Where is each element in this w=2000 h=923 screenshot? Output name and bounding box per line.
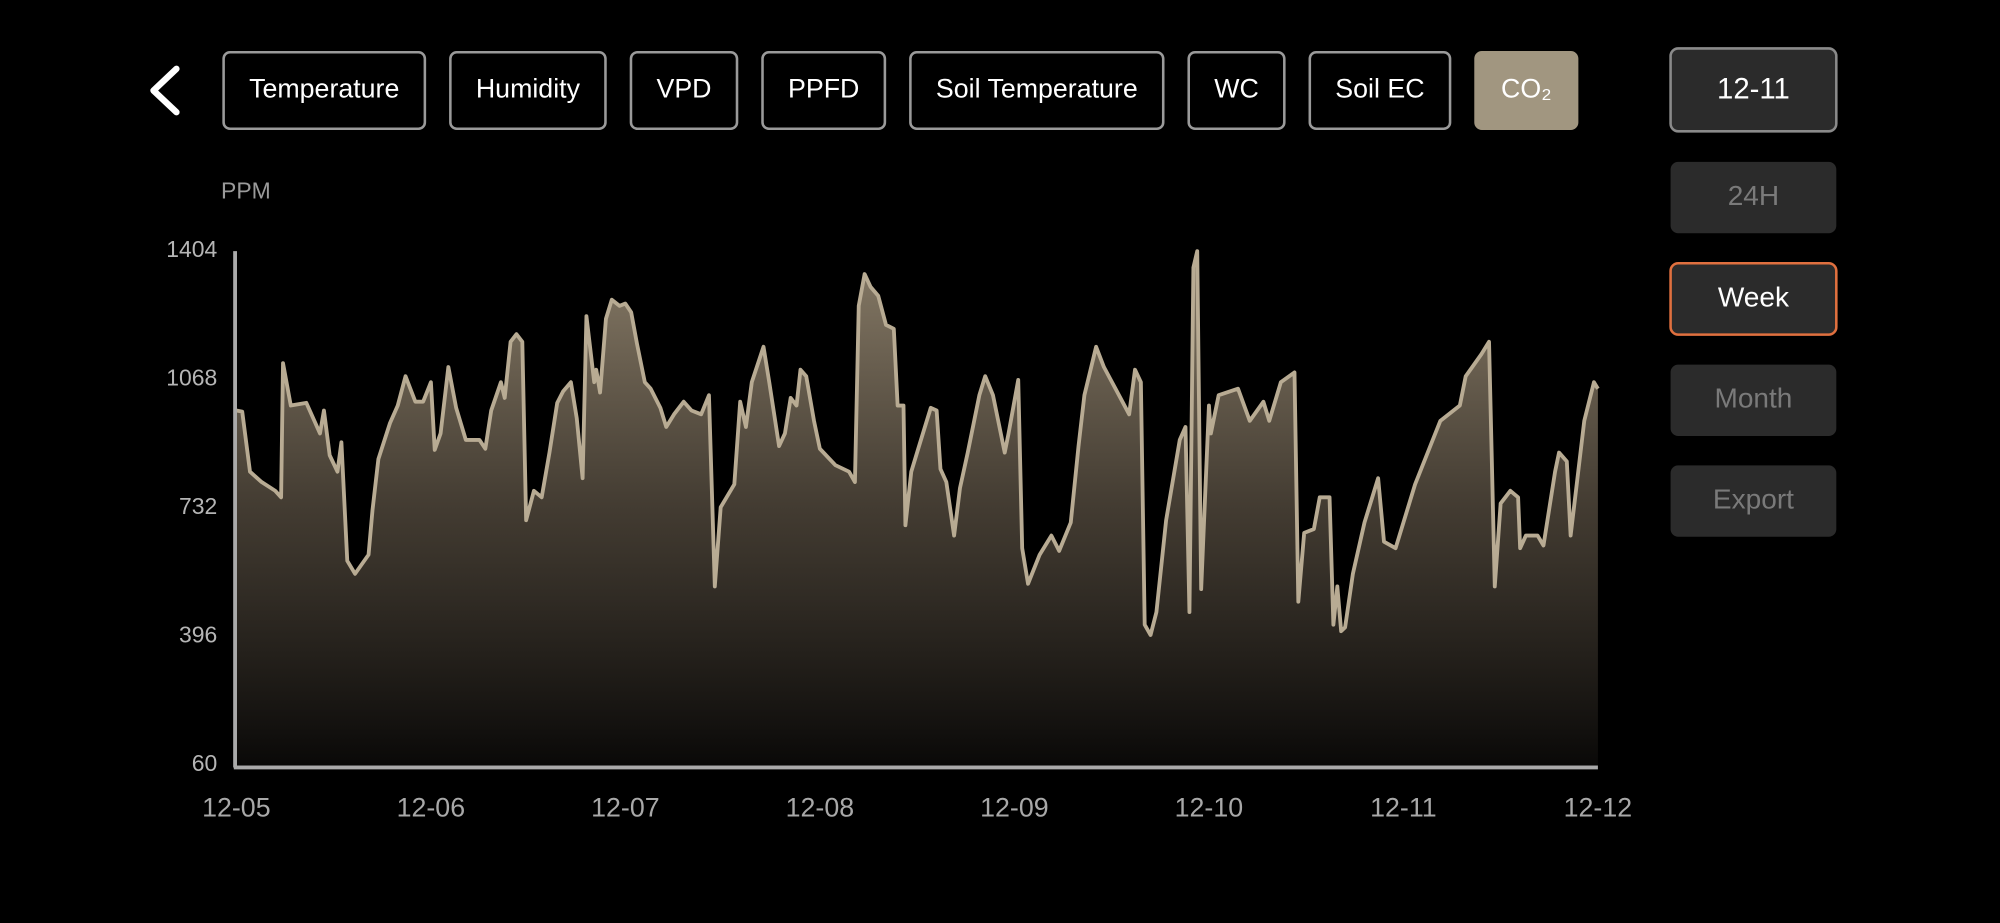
area-fill	[236, 251, 1598, 765]
y-tick-label: 732	[179, 493, 217, 519]
y-axis-label: PPM	[221, 178, 271, 204]
x-tick-label: 12-07	[591, 793, 659, 823]
back-button[interactable]	[150, 65, 180, 116]
x-tick-label: 12-09	[980, 793, 1048, 823]
tab-label: WC	[1214, 74, 1259, 104]
tab-label: Soil Temperature	[936, 74, 1138, 104]
tab-label: Soil EC	[1335, 74, 1424, 104]
date-button[interactable]	[1669, 47, 1838, 133]
range-button[interactable]	[1669, 261, 1838, 336]
tab-label: Humidity	[476, 74, 581, 104]
tab-label: PPFD	[788, 74, 859, 104]
export-button[interactable]	[1670, 465, 1837, 537]
range-label: Week	[1718, 281, 1790, 312]
tab[interactable]	[1474, 50, 1579, 131]
x-tick-label: 12-06	[397, 793, 465, 823]
tab-label: Temperature	[249, 74, 399, 104]
x-tick-label: 12-11	[1370, 793, 1436, 823]
tab-label: VPD	[656, 74, 711, 104]
x-tick-label: 12-12	[1564, 793, 1632, 823]
y-tick-label: 1068	[166, 365, 217, 391]
y-tick-label: 60	[192, 750, 218, 776]
tab[interactable]	[1187, 50, 1286, 131]
tab[interactable]	[222, 50, 427, 131]
y-tick-label: 396	[179, 622, 217, 648]
tab-label: CO₂	[1501, 74, 1552, 104]
y-tick-label: 1404	[166, 236, 217, 262]
tab[interactable]	[449, 50, 607, 131]
x-tick-label: 12-05	[202, 793, 270, 823]
area-line	[235, 249, 1600, 637]
tab[interactable]	[761, 50, 887, 131]
tab[interactable]	[1308, 50, 1452, 131]
export-label: Export	[1713, 483, 1794, 514]
tab[interactable]	[629, 50, 739, 131]
x-tick-label: 12-10	[1175, 793, 1243, 823]
range-button[interactable]	[1670, 161, 1837, 234]
tab[interactable]	[909, 50, 1165, 131]
range-label: Month	[1714, 383, 1792, 414]
range-button[interactable]	[1670, 364, 1837, 437]
x-tick-label: 12-08	[786, 793, 854, 823]
range-label: 24H	[1728, 180, 1779, 211]
date-label: 12-11	[1717, 72, 1790, 105]
